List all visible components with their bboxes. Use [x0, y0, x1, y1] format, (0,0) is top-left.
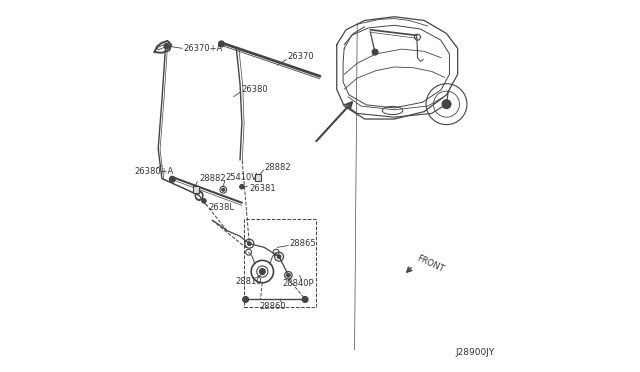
FancyBboxPatch shape: [255, 174, 261, 181]
Circle shape: [442, 100, 451, 109]
Circle shape: [372, 49, 378, 55]
Text: 26380+A: 26380+A: [135, 167, 174, 176]
Text: 28882: 28882: [199, 174, 226, 183]
Text: 28810: 28810: [235, 277, 262, 286]
Circle shape: [243, 296, 248, 302]
Circle shape: [170, 176, 175, 182]
Text: 26370: 26370: [287, 52, 314, 61]
Text: 26370+A: 26370+A: [184, 44, 223, 53]
Circle shape: [202, 199, 206, 203]
Text: 28840P: 28840P: [283, 279, 314, 288]
Text: 28860: 28860: [260, 302, 286, 311]
Circle shape: [302, 296, 308, 302]
Text: 2638L: 2638L: [209, 203, 234, 212]
FancyBboxPatch shape: [193, 186, 199, 193]
Text: 28882: 28882: [264, 163, 291, 172]
Circle shape: [239, 185, 244, 189]
Text: 28865: 28865: [289, 239, 316, 248]
Text: 25410V: 25410V: [225, 173, 257, 182]
Circle shape: [164, 44, 170, 49]
Circle shape: [218, 41, 225, 47]
Circle shape: [248, 242, 251, 246]
Text: 26380: 26380: [241, 85, 268, 94]
Circle shape: [259, 269, 266, 275]
Circle shape: [287, 273, 291, 277]
Text: J28900JY: J28900JY: [456, 348, 495, 357]
Text: 26381: 26381: [250, 185, 276, 193]
Bar: [244, 219, 316, 307]
Text: FRONT: FRONT: [415, 253, 445, 273]
Circle shape: [277, 255, 281, 259]
Circle shape: [222, 188, 225, 191]
